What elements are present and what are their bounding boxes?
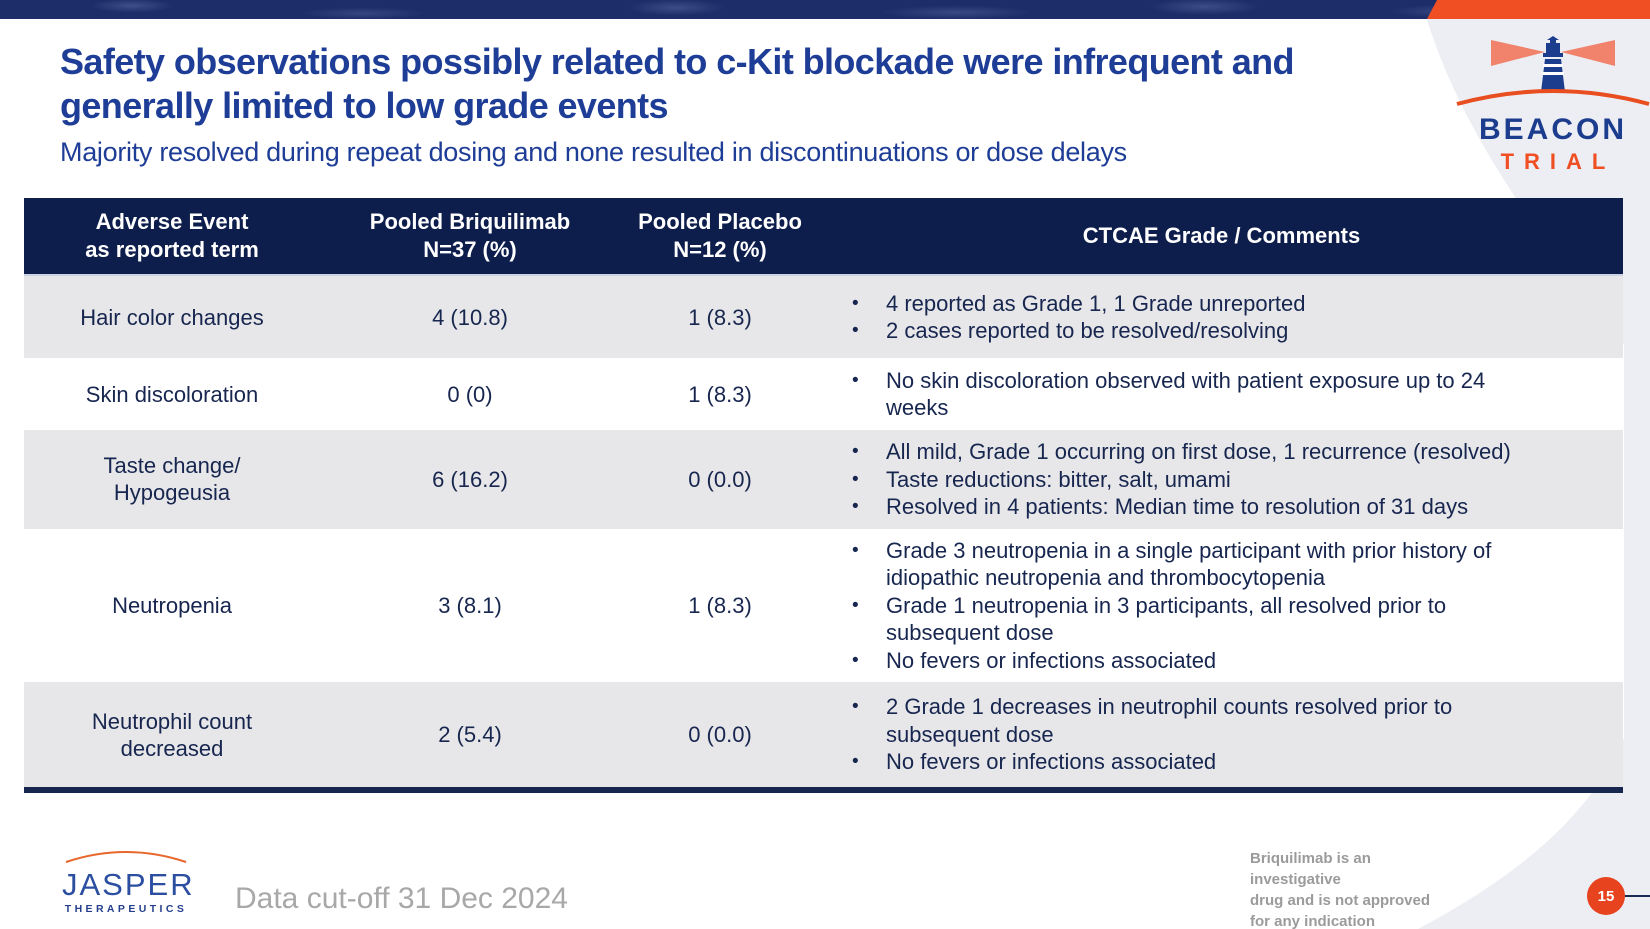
comments-list: No skin discoloration observed with pati… [820,367,1532,422]
header-line: Pooled Briquilimab [369,209,571,234]
briquilimab-cell: 0 (0) [447,381,493,407]
page-number-line [1622,895,1650,897]
header-line: as reported term [85,237,259,262]
header-line: Adverse Event [95,209,249,234]
event-cell: Neutrophil count decreased [91,708,253,761]
column-header-placebo: Pooled Placebo N=12 (%) [620,208,820,264]
event-cell: Hair color changes [80,304,264,330]
comments-list: All mild, Grade 1 occurring on first dos… [820,438,1532,521]
briquilimab-cell: 4 (10.8) [432,304,508,330]
lighthouse-icon [1456,36,1650,106]
investigative-drug-disclaimer: Briquilimab is an investigative drug and… [1250,848,1450,929]
briquilimab-cell: 3 (8.1) [438,592,502,618]
data-cutoff-note: Data cut-off 31 Dec 2024 [235,882,568,915]
comment-bullet-item: No skin discoloration observed with pati… [820,367,1532,422]
page-number-badge: 15 [1587,877,1625,915]
placebo-cell: 1 (8.3) [688,381,752,407]
beacon-trial-logo: BEACON TRIAL [1453,36,1650,175]
jasper-logo-subword: THERAPEUTICS [64,903,188,915]
table-row: Taste change/ Hypogeusia 6 (16.2) 0 (0.0… [24,430,1623,529]
comments-list: 2 Grade 1 decreases in neutrophil counts… [820,693,1532,776]
column-header-comments: CTCAE Grade / Comments [820,222,1623,250]
comment-bullet-item: Taste reductions: bitter, salt, umami [820,466,1532,494]
top-banner [0,0,1650,19]
jasper-logo-word: JASPER [62,867,195,902]
banner-texture [0,0,1650,19]
briquilimab-cell: 2 (5.4) [438,722,502,747]
column-header-adverse-event: Adverse Event as reported term [24,208,320,264]
disclaimer-line: drug and is not approved [1250,892,1431,909]
table-row: Neutropenia 3 (8.1) 1 (8.3) Grade 3 neut… [24,528,1623,682]
comment-bullet-item: 2 cases reported to be resolved/resolvin… [820,317,1532,345]
table-row: Hair color changes 4 (10.8) 1 (8.3) 4 re… [24,276,1623,358]
beacon-logo-subword: TRIAL [1500,149,1616,174]
table-row: Skin discoloration 0 (0) 1 (8.3) No skin… [24,358,1623,430]
placebo-cell: 0 (0.0) [688,722,752,747]
column-header-briquilimab: Pooled Briquilimab N=37 (%) [320,208,620,264]
table-header-row: Adverse Event as reported term Pooled Br… [24,198,1623,276]
comment-bullet-item: No fevers or infections associated [820,748,1532,776]
slide-title-line2: generally limited to low grade events [60,85,669,126]
placebo-cell: 0 (0.0) [688,466,752,492]
table-body: Hair color changes 4 (10.8) 1 (8.3) 4 re… [24,276,1623,787]
jasper-arc-icon [65,851,187,863]
comment-bullet-item: Resolved in 4 patients: Median time to r… [820,493,1532,521]
disclaimer-line: Briquilimab is an investigative [1250,850,1371,888]
slide-subtitle: Majority resolved during repeat dosing a… [60,137,1127,167]
header-line: Pooled Placebo [638,209,802,234]
comment-bullet-item: Grade 3 neutropenia in a single particip… [820,537,1532,592]
slide-title: Safety observations possibly related to … [60,40,1295,128]
header-line: N=37 (%) [423,237,517,262]
slide-title-line1: Safety observations possibly related to … [60,41,1295,82]
placebo-cell: 1 (8.3) [688,592,752,618]
jasper-therapeutics-logo: JASPER THERAPEUTICS [62,848,195,915]
table-row: Neutrophil count decreased 2 (5.4) 0 (0.… [24,682,1623,787]
comment-bullet-item: 2 Grade 1 decreases in neutrophil counts… [820,693,1532,748]
comment-bullet-item: All mild, Grade 1 occurring on first dos… [820,438,1532,466]
event-cell: Neutropenia [112,592,232,618]
briquilimab-cell: 6 (16.2) [432,466,508,492]
comment-bullet-item: 4 reported as Grade 1, 1 Grade unreporte… [820,290,1532,318]
comment-bullet-item: No fevers or infections associated [820,647,1532,675]
beacon-logo-word: BEACON [1478,113,1627,146]
event-cell: Taste change/ Hypogeusia [103,453,241,506]
adverse-events-table: Adverse Event as reported term Pooled Br… [24,198,1623,793]
comments-list: Grade 3 neutropenia in a single particip… [820,537,1532,675]
placebo-cell: 1 (8.3) [688,304,752,330]
header-line: CTCAE Grade / Comments [1082,223,1361,248]
header-line: N=12 (%) [673,237,767,262]
banner-orange-segment [1427,0,1650,19]
event-cell: Skin discoloration [85,381,259,407]
comments-list: 4 reported as Grade 1, 1 Grade unreporte… [820,290,1532,345]
disclaimer-line: for any indication [1250,913,1376,929]
comment-bullet-item: Grade 1 neutropenia in 3 participants, a… [820,592,1532,647]
